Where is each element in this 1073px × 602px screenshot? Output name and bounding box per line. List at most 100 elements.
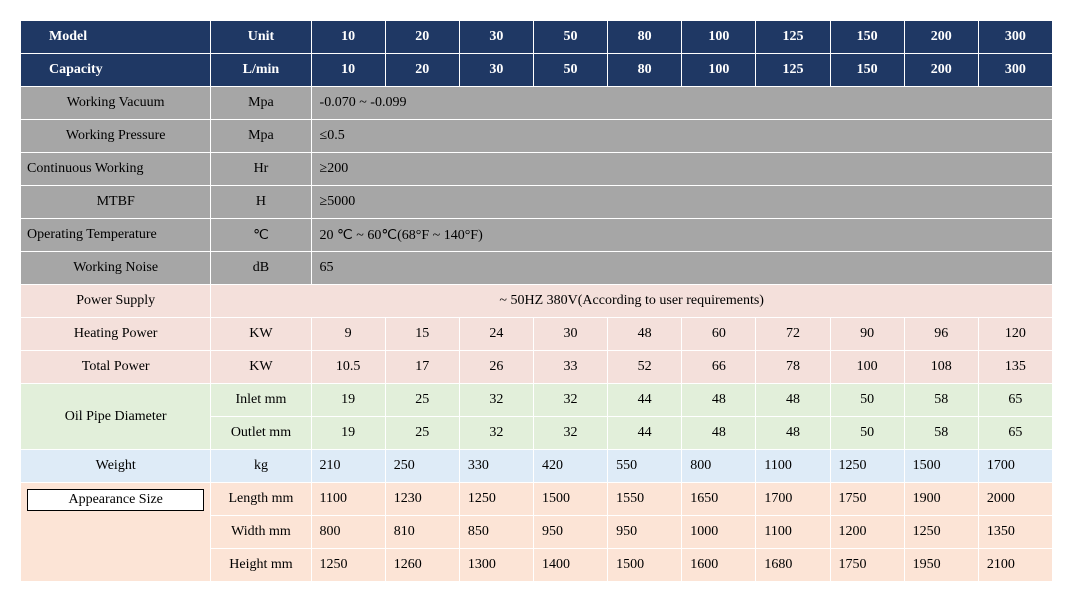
h-6: 1680 xyxy=(756,549,830,582)
out-5: 48 xyxy=(682,417,756,450)
hp-3: 30 xyxy=(533,318,607,351)
hp-2: 24 xyxy=(459,318,533,351)
total-power-row: Total Power KW 10.5 17 26 33 52 66 78 10… xyxy=(21,351,1053,384)
cap-2: 30 xyxy=(459,54,533,87)
w-6: 1100 xyxy=(756,450,830,483)
col-5: 100 xyxy=(682,21,756,54)
header-model-row: Model Unit 10 20 30 50 80 100 125 150 20… xyxy=(21,21,1053,54)
l-5: 1650 xyxy=(682,483,756,516)
w-0: 210 xyxy=(311,450,385,483)
in-9: 65 xyxy=(978,384,1052,417)
w-8: 1500 xyxy=(904,450,978,483)
col-9: 300 xyxy=(978,21,1052,54)
in-5: 48 xyxy=(682,384,756,417)
h-8: 1950 xyxy=(904,549,978,582)
hp-9: 120 xyxy=(978,318,1052,351)
l-2: 1250 xyxy=(459,483,533,516)
out-3: 32 xyxy=(533,417,607,450)
mtbf-label: MTBF xyxy=(21,186,211,219)
w-4: 550 xyxy=(608,450,682,483)
col-7: 150 xyxy=(830,21,904,54)
col-2: 30 xyxy=(459,21,533,54)
hp-6: 72 xyxy=(756,318,830,351)
l-6: 1700 xyxy=(756,483,830,516)
out-4: 44 xyxy=(608,417,682,450)
capacity-unit: L/min xyxy=(211,54,311,87)
power-supply-value: ~ 50HZ 380V(According to user requiremen… xyxy=(211,285,1053,318)
l-8: 1900 xyxy=(904,483,978,516)
wd-1: 810 xyxy=(385,516,459,549)
heating-power-label: Heating Power xyxy=(21,318,211,351)
tp-4: 52 xyxy=(608,351,682,384)
spec-table: Model Unit 10 20 30 50 80 100 125 150 20… xyxy=(20,20,1053,582)
model-label: Model xyxy=(21,21,211,54)
working-pressure-unit: Mpa xyxy=(211,120,311,153)
tp-2: 26 xyxy=(459,351,533,384)
in-8: 58 xyxy=(904,384,978,417)
weight-row: Weight kg 210 250 330 420 550 800 1100 1… xyxy=(21,450,1053,483)
appearance-length-row: Appearance Size Length mm 1100 1230 1250… xyxy=(21,483,1053,516)
h-5: 1600 xyxy=(682,549,756,582)
in-0: 19 xyxy=(311,384,385,417)
in-4: 44 xyxy=(608,384,682,417)
out-6: 48 xyxy=(756,417,830,450)
out-7: 50 xyxy=(830,417,904,450)
cap-4: 80 xyxy=(608,54,682,87)
heating-power-row: Heating Power KW 9 15 24 30 48 60 72 90 … xyxy=(21,318,1053,351)
cap-3: 50 xyxy=(533,54,607,87)
cap-9: 300 xyxy=(978,54,1052,87)
hp-5: 60 xyxy=(682,318,756,351)
in-7: 50 xyxy=(830,384,904,417)
tp-6: 78 xyxy=(756,351,830,384)
l-0: 1100 xyxy=(311,483,385,516)
working-pressure-row: Working Pressure Mpa ≤0.5 xyxy=(21,120,1053,153)
working-vacuum-label: Working Vacuum xyxy=(21,87,211,120)
out-0: 19 xyxy=(311,417,385,450)
working-noise-row: Working Noise dB 65 xyxy=(21,252,1053,285)
continuous-working-row: Continuous Working Hr ≥200 xyxy=(21,153,1053,186)
operating-temp-row: Operating Temperature ℃ 20 ℃ ~ 60℃(68°F … xyxy=(21,219,1053,252)
wd-0: 800 xyxy=(311,516,385,549)
col-6: 125 xyxy=(756,21,830,54)
w-5: 800 xyxy=(682,450,756,483)
h-4: 1500 xyxy=(608,549,682,582)
tp-9: 135 xyxy=(978,351,1052,384)
wd-6: 1100 xyxy=(756,516,830,549)
col-4: 80 xyxy=(608,21,682,54)
length-unit: Length mm xyxy=(211,483,311,516)
out-8: 58 xyxy=(904,417,978,450)
h-7: 1750 xyxy=(830,549,904,582)
h-2: 1300 xyxy=(459,549,533,582)
heating-power-unit: KW xyxy=(211,318,311,351)
w-2: 330 xyxy=(459,450,533,483)
hp-0: 9 xyxy=(311,318,385,351)
oil-inlet-unit: Inlet mm xyxy=(211,384,311,417)
mtbf-unit: H xyxy=(211,186,311,219)
power-supply-row: Power Supply ~ 50HZ 380V(According to us… xyxy=(21,285,1053,318)
wd-8: 1250 xyxy=(904,516,978,549)
total-power-unit: KW xyxy=(211,351,311,384)
tp-1: 17 xyxy=(385,351,459,384)
cap-6: 125 xyxy=(756,54,830,87)
l-1: 1230 xyxy=(385,483,459,516)
weight-label: Weight xyxy=(21,450,211,483)
working-noise-unit: dB xyxy=(211,252,311,285)
tp-7: 100 xyxy=(830,351,904,384)
continuous-working-value: ≥200 xyxy=(311,153,1052,186)
hp-1: 15 xyxy=(385,318,459,351)
cap-8: 200 xyxy=(904,54,978,87)
working-vacuum-unit: Mpa xyxy=(211,87,311,120)
mtbf-row: MTBF H ≥5000 xyxy=(21,186,1053,219)
out-2: 32 xyxy=(459,417,533,450)
wd-5: 1000 xyxy=(682,516,756,549)
col-0: 10 xyxy=(311,21,385,54)
w-9: 1700 xyxy=(978,450,1052,483)
working-noise-label: Working Noise xyxy=(21,252,211,285)
col-3: 50 xyxy=(533,21,607,54)
out-1: 25 xyxy=(385,417,459,450)
wd-4: 950 xyxy=(608,516,682,549)
l-3: 1500 xyxy=(533,483,607,516)
cap-5: 100 xyxy=(682,54,756,87)
cap-1: 20 xyxy=(385,54,459,87)
working-vacuum-row: Working Vacuum Mpa -0.070 ~ -0.099 xyxy=(21,87,1053,120)
